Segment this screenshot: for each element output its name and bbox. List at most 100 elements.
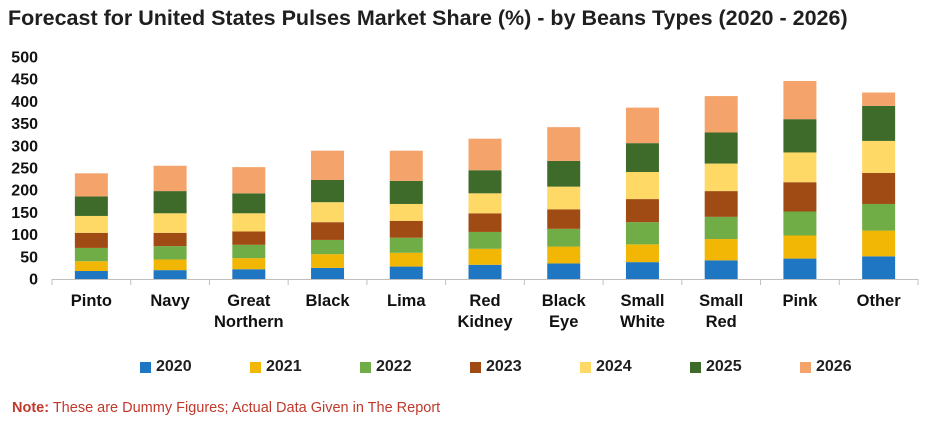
bar-segment-2024 bbox=[389, 203, 423, 221]
bar-segment-2026 bbox=[468, 138, 502, 171]
bar-segment-2020 bbox=[389, 266, 423, 279]
legend-swatch bbox=[140, 361, 151, 373]
bar-segment-2020 bbox=[625, 262, 659, 279]
bar-segment-2026 bbox=[311, 150, 345, 180]
legend-label: 2023 bbox=[486, 358, 522, 375]
bar-segment-2024 bbox=[625, 171, 659, 200]
legend-label: 2026 bbox=[816, 358, 852, 375]
footnote-prefix: Note: bbox=[12, 400, 50, 416]
bar-segment-2020 bbox=[783, 258, 817, 279]
x-tick-label: Small bbox=[620, 292, 664, 310]
legend-label: 2025 bbox=[706, 358, 742, 375]
bar-segment-2021 bbox=[783, 235, 817, 259]
bar-segment-2020 bbox=[862, 256, 896, 279]
bar-segment-2024 bbox=[153, 213, 187, 233]
x-tick-label: Pinto bbox=[71, 292, 112, 310]
bar-segment-2023 bbox=[468, 213, 502, 232]
x-tick-label: Lima bbox=[387, 292, 426, 310]
bar-segment-2023 bbox=[153, 232, 187, 247]
bar-segment-2022 bbox=[468, 231, 502, 249]
bar-segment-2020 bbox=[704, 260, 738, 279]
legend-swatch bbox=[690, 361, 701, 373]
x-tick-label: Northern bbox=[214, 313, 284, 331]
legend-item-2024: 2024 bbox=[580, 358, 632, 376]
bar-segment-2026 bbox=[704, 96, 738, 133]
bar-segment-2020 bbox=[311, 267, 345, 279]
footnote-text: These are Dummy Figures; Actual Data Giv… bbox=[49, 400, 441, 416]
bar-segment-2020 bbox=[232, 269, 266, 279]
bar-segment-2024 bbox=[704, 163, 738, 192]
bar-segment-2023 bbox=[625, 199, 659, 223]
bar-segment-2020 bbox=[153, 270, 187, 279]
bar-segment-2021 bbox=[74, 261, 108, 272]
y-tick-label: 450 bbox=[11, 72, 38, 89]
x-tick-label: Kidney bbox=[457, 313, 513, 331]
bar-segment-2024 bbox=[783, 152, 817, 183]
bar-segment-2021 bbox=[389, 252, 423, 267]
bar-segment-2025 bbox=[311, 179, 345, 203]
bar-segment-2023 bbox=[704, 191, 738, 217]
stacked-bar-chart: 0 50 100 150 200 250 300 350 400 450 500 Pinto Navy… bbox=[11, 50, 919, 331]
bar-segment-2023 bbox=[232, 231, 266, 245]
bar-segment-2021 bbox=[862, 230, 896, 257]
bar-segment-2022 bbox=[704, 216, 738, 240]
bar-segment-2024 bbox=[862, 140, 896, 173]
bar-segment-2026 bbox=[74, 173, 108, 197]
bar-segment-2025 bbox=[468, 170, 502, 194]
bar-segment-2025 bbox=[232, 193, 266, 214]
y-tick-label: 500 bbox=[11, 50, 38, 67]
y-tick-label: 300 bbox=[11, 138, 38, 155]
x-axis: Pinto Navy Great Northern Black Lima Red Kidney… bbox=[51, 279, 919, 331]
legend-label: 2021 bbox=[266, 358, 302, 375]
bar-segment-2024 bbox=[74, 215, 108, 233]
y-tick-label: 100 bbox=[11, 227, 38, 244]
bar-segment-2024 bbox=[232, 213, 266, 232]
x-tick-label: Other bbox=[857, 292, 902, 310]
bar-segment-2023 bbox=[547, 209, 581, 229]
y-tick-label: 350 bbox=[11, 116, 38, 133]
bar-segment-2022 bbox=[862, 203, 896, 231]
chart-title: Forecast for United States Pulses Market… bbox=[8, 6, 848, 30]
bar-segment-2024 bbox=[468, 193, 502, 214]
bar-segment-2026 bbox=[232, 167, 266, 194]
legend-swatch bbox=[800, 361, 811, 373]
x-tick-label: Navy bbox=[150, 292, 190, 310]
bar-segment-2023 bbox=[389, 220, 423, 238]
bar-segment-2026 bbox=[783, 80, 817, 120]
bar-segment-2023 bbox=[311, 222, 345, 240]
bar-segment-2024 bbox=[311, 202, 345, 223]
bar-segment-2021 bbox=[547, 246, 581, 264]
bar-segment-2022 bbox=[547, 228, 581, 247]
bar-segment-2025 bbox=[783, 119, 817, 153]
bar-segment-2020 bbox=[547, 263, 581, 279]
legend-item-2022: 2022 bbox=[360, 358, 412, 376]
y-tick-label: 200 bbox=[11, 183, 38, 200]
x-tick-label: Eye bbox=[549, 313, 578, 331]
bar-segment-2020 bbox=[468, 264, 502, 279]
legend-label: 2024 bbox=[596, 358, 632, 375]
bar-segment-2025 bbox=[74, 196, 108, 216]
bars-area bbox=[74, 80, 896, 279]
legend-label: 2022 bbox=[376, 358, 412, 375]
bar-segment-2026 bbox=[862, 92, 896, 106]
bar-segment-2026 bbox=[389, 150, 423, 181]
x-tick-label: Small bbox=[699, 292, 743, 310]
y-tick-label: 0 bbox=[29, 272, 38, 289]
footnote: Note: These are Dummy Figures; Actual Da… bbox=[12, 400, 440, 416]
bar-segment-2022 bbox=[783, 211, 817, 236]
legend-label: 2020 bbox=[156, 358, 192, 375]
bar-segment-2025 bbox=[153, 191, 187, 214]
y-tick-label: 150 bbox=[11, 205, 38, 222]
bar-segment-2021 bbox=[232, 258, 266, 270]
bar-segment-2021 bbox=[468, 248, 502, 265]
bar-segment-2025 bbox=[625, 143, 659, 172]
legend-swatch bbox=[250, 361, 261, 373]
legend-item-2023: 2023 bbox=[470, 358, 522, 376]
bar-segment-2025 bbox=[547, 160, 581, 187]
bar-segment-2025 bbox=[389, 180, 423, 204]
legend-item-2026: 2026 bbox=[800, 358, 852, 376]
bar-segment-2022 bbox=[311, 239, 345, 255]
bar-segment-2025 bbox=[862, 105, 896, 141]
bar-segment-2024 bbox=[547, 186, 581, 210]
bar-segment-2022 bbox=[625, 222, 659, 245]
